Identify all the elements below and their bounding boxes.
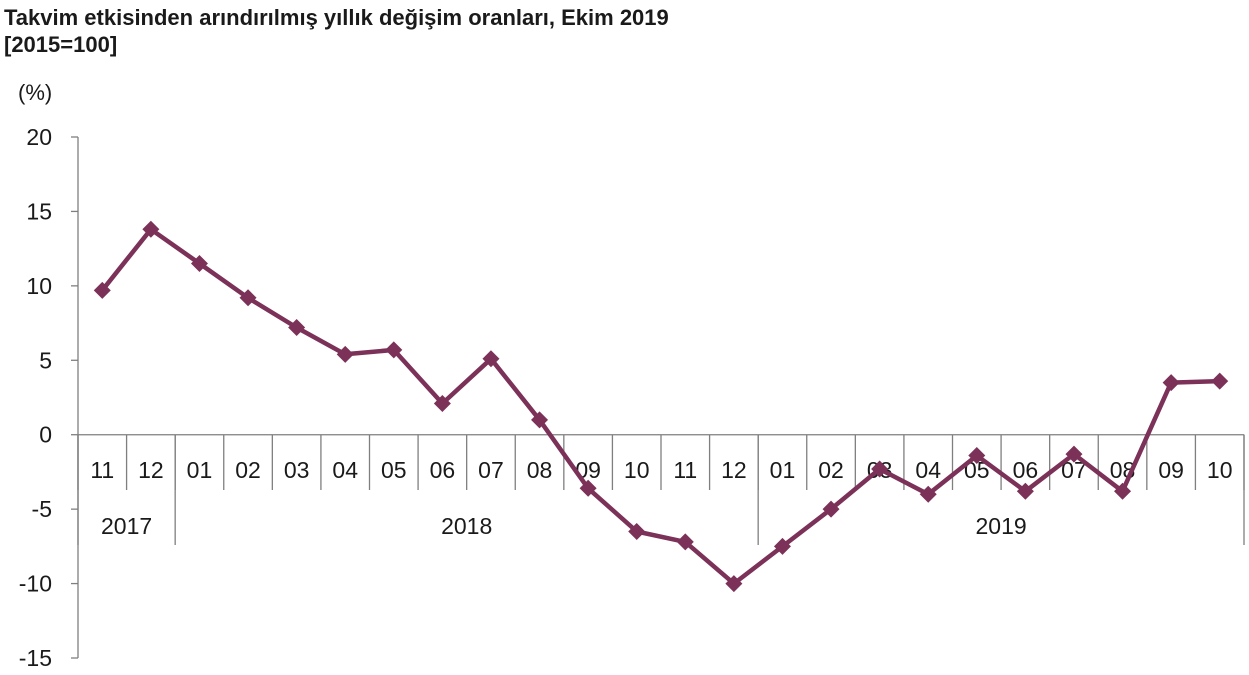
- data-point-marker: [93, 281, 111, 299]
- data-point-marker: [1065, 445, 1083, 463]
- x-tick-label: 03: [284, 457, 310, 483]
- data-point-marker: [482, 350, 500, 368]
- chart-title: Takvim etkisinden arındırılmış yıllık de…: [4, 5, 669, 30]
- data-point-marker: [919, 485, 937, 503]
- y-tick-label: 5: [39, 347, 52, 373]
- data-point-marker: [725, 575, 743, 593]
- x-tick-label: 01: [187, 457, 213, 483]
- data-point-marker: [288, 319, 306, 337]
- data-point-marker: [579, 479, 597, 497]
- x-tick-label: 04: [332, 457, 358, 483]
- data-point-marker: [628, 522, 646, 540]
- x-tick-label: 10: [1207, 457, 1233, 483]
- x-tick-label: 05: [381, 457, 407, 483]
- x-tick-label: 04: [915, 457, 941, 483]
- x-tick-label: 07: [478, 457, 504, 483]
- year-group-label: 2018: [441, 513, 492, 539]
- data-point-marker: [1162, 374, 1180, 392]
- y-tick-label: 0: [39, 422, 52, 448]
- x-tick-label: 09: [1158, 457, 1184, 483]
- series-line: [100, 227, 1222, 586]
- x-tick-label: 12: [138, 457, 164, 483]
- x-tick-label: 11: [90, 457, 114, 483]
- x-tick-label: 02: [818, 457, 844, 483]
- data-point-marker: [1211, 372, 1229, 390]
- y-tick-label: 10: [26, 273, 52, 299]
- y-tick-label: -5: [32, 496, 52, 522]
- data-point-marker: [676, 533, 694, 551]
- y-axis-unit-label: (%): [18, 80, 52, 105]
- y-tick-label: 20: [26, 124, 52, 150]
- data-point-marker: [968, 447, 986, 465]
- data-point-marker: [336, 345, 354, 363]
- chart-subtitle: [2015=100]: [4, 32, 117, 57]
- data-point-marker: [190, 255, 208, 273]
- y-tick-label: -10: [19, 571, 52, 597]
- y-tick-label: -15: [19, 645, 52, 671]
- x-tick-label: 01: [770, 457, 796, 483]
- data-point-marker: [1016, 482, 1034, 500]
- x-tick-label: 12: [721, 457, 747, 483]
- data-point-marker: [433, 394, 451, 412]
- data-point-marker: [1114, 482, 1132, 500]
- x-tick-label: 10: [624, 457, 650, 483]
- axes: 20 15 10 5 0 -5 -10 -15 11 12 01 02 03 04 05 06 07 08 09 10…: [19, 124, 1245, 671]
- data-point-marker: [822, 500, 840, 518]
- x-tick-label: 08: [527, 457, 553, 483]
- data-point-marker: [531, 411, 549, 429]
- x-tick-label: 11: [673, 457, 697, 483]
- data-point-marker: [871, 460, 889, 478]
- data-point-marker: [142, 220, 160, 238]
- data-point-marker: [385, 341, 403, 359]
- y-tick-label: 15: [26, 198, 52, 224]
- x-tick-label: 02: [235, 457, 261, 483]
- year-group-label: 2017: [101, 513, 152, 539]
- x-tick-label: 06: [430, 457, 456, 483]
- data-point-marker: [773, 537, 791, 555]
- plot-area: [93, 220, 1229, 593]
- data-point-marker: [239, 289, 257, 307]
- year-group-label: 2019: [975, 513, 1026, 539]
- x-tick-label: 06: [1013, 457, 1039, 483]
